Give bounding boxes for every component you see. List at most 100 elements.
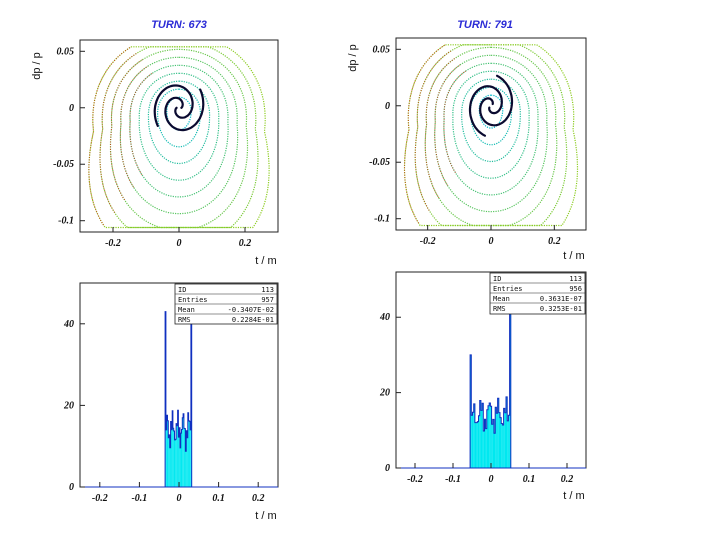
histogram-bar [190,429,191,487]
x-tick-label: -0.1 [131,493,147,504]
x-tick-label: -0.1 [445,474,461,485]
stat-entries-value: 957 [261,296,274,304]
histogram-bar [508,415,510,468]
x-tick-label: 0.2 [252,493,265,504]
x-axis-label: t / m [563,490,584,502]
y-axis-label: dp / p [31,52,43,80]
histogram-bar [182,417,184,487]
orbit-curve [157,88,201,148]
histogram-bar [478,415,480,468]
histogram-bar [180,447,181,487]
orbit-curve-segment [110,59,143,201]
stat-mean-value: 0.3631E-07 [540,295,582,303]
histogram-bar [483,431,485,468]
histogram-turn-791: t / m -0.2 -0.1 0 0.1 0.2 0 20 40 ID 113 Entrie… [379,271,587,502]
histogram-turn-673: t / m -0.2 -0.1 0 0.1 0.2 0 20 40 ID 113 Entrie… [63,282,279,522]
histogram-outline [469,279,512,468]
y-tick-label: -0.1 [374,214,390,225]
orbit-curve-segment [434,63,462,186]
stat-entries-value: 956 [569,285,582,293]
y-tick-label: -0.05 [53,159,74,170]
histogram-bar [184,428,186,487]
stat-mean-label: Mean [493,295,510,303]
histogram-bar [501,423,503,468]
y-tick-label: 0 [69,482,74,493]
histogram-bar [486,409,488,468]
histogram-bar [492,419,494,468]
histogram-bar [172,428,174,487]
plot-title: TURN: 673 [151,19,207,31]
beam-core-spiral [468,74,514,137]
histogram-bar [174,439,176,487]
histogram-bar [504,412,506,468]
orbit-curve [138,72,220,181]
axis-ticks: -0.2 -0.1 0 0.1 0.2 0 20 40 [379,312,573,485]
histogram-bar [473,403,475,468]
histogram-bar [485,428,487,468]
histogram-bar [496,413,498,468]
histogram-bar [490,406,492,468]
x-tick-label: 0.2 [561,474,574,485]
histogram-bar [471,415,473,468]
x-tick-label: -0.2 [407,474,423,485]
y-tick-label: -0.05 [369,157,390,168]
plot-title: TURN: 791 [457,19,513,31]
histogram-bar [180,433,182,487]
x-axis-label: t / m [255,510,276,522]
histogram-bar [176,423,177,487]
histogram-bar [472,412,474,468]
histogram-bar [188,420,190,487]
histogram-bar [172,410,173,487]
histogram-bar [186,430,187,487]
histogram-bar [484,419,486,468]
histogram-bar [168,437,170,487]
histogram-bar [165,429,167,487]
histogram-bar [170,421,172,487]
statistics-box: ID 113 Entries 957 Mean -0.3407E-02 RMS … [174,283,278,325]
core-spiral-arm [468,85,503,137]
stat-rms-label: RMS [493,305,506,313]
orbit-curve [452,70,530,179]
histogram-outline [164,307,193,487]
orbit-curve-segment [88,46,132,226]
histogram-bar [181,429,183,487]
histogram-bar [479,400,481,468]
histogram-bar [503,408,505,468]
core-spiral-arm [164,88,205,132]
orbit-curve-segment [129,72,154,176]
y-axis-label: dp / p [347,44,359,72]
histogram-bar [171,429,173,487]
stat-rms-label: RMS [178,316,191,324]
x-tick-label: 0 [489,474,494,485]
y-tick-label: 0 [69,103,74,114]
histogram-bar [500,417,502,468]
y-tick-label: -0.1 [58,216,74,227]
y-tick-label: 40 [379,312,390,323]
histogram-bar [495,407,497,468]
axis-ticks: -0.2 0 0.2 0.05 0 -0.05 -0.1 [53,46,251,249]
orbit-curve-segment [99,52,138,213]
histogram-bar [178,437,180,487]
orbit-curve-segment [424,57,457,199]
stat-entries-label: Entries [178,296,208,304]
x-tick-label: 0.2 [239,238,252,249]
stat-id-value: 113 [569,275,582,283]
stat-mean-label: Mean [178,306,195,314]
histogram-bar [167,420,169,487]
x-tick-label: 0 [177,493,182,504]
x-tick-label: 0.1 [212,493,225,504]
y-tick-label: 40 [63,319,74,330]
core-spiral-arm [153,84,194,128]
y-tick-label: 0 [385,101,390,112]
histogram-bar [177,410,179,487]
stat-rms-value: 0.2284E-01 [232,316,274,324]
histogram-bar [175,439,177,487]
phase-space-plot-turn-673: TURN: 673 dp / p t / m -0.2 0 0.2 0.05 0 -0.0… [31,19,279,267]
beam-core-spiral [153,84,205,132]
histogram-bar [502,425,504,468]
orbit-curve [147,80,211,165]
histogram-bar [470,354,472,468]
stat-mean-value: -0.3407E-02 [228,306,274,314]
histogram-bar [489,403,491,468]
